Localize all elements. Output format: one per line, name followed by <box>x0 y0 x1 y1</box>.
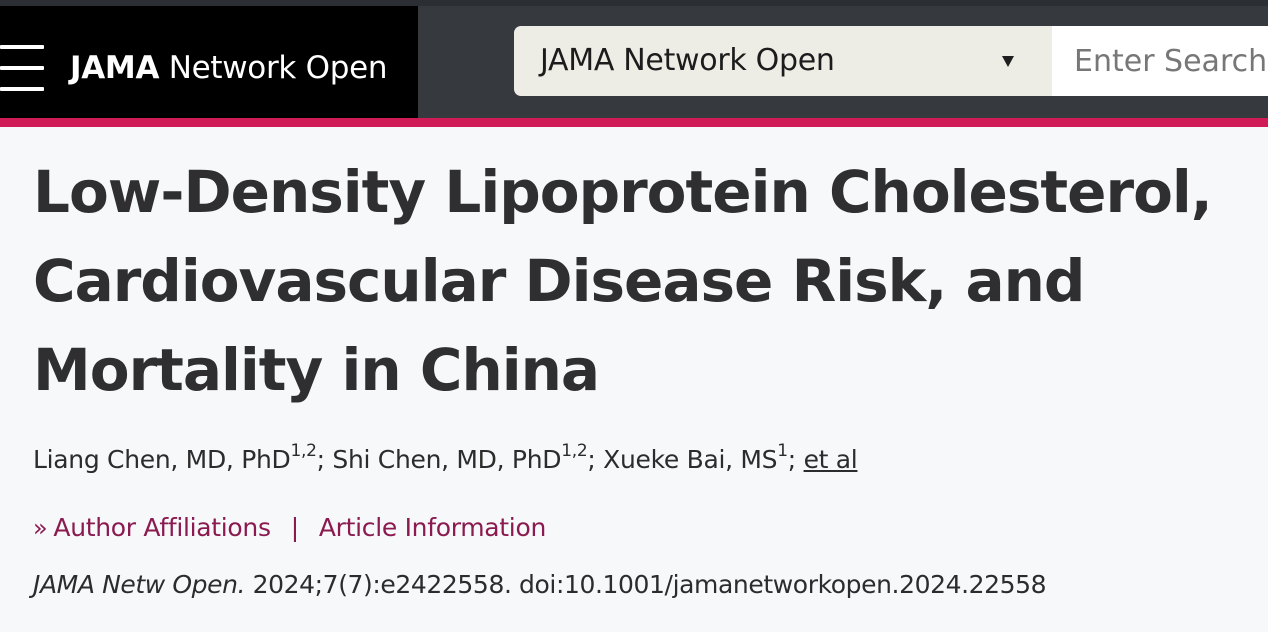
double-chevron-right-icon: » <box>33 514 48 542</box>
brand-rest: Network Open <box>159 50 388 86</box>
caret-down-icon <box>1002 56 1014 67</box>
author-name[interactable]: Shi Chen, MD, PhD <box>332 445 562 474</box>
header-top-edge <box>0 0 1268 6</box>
site-logo[interactable]: JAMA Network Open <box>70 45 388 91</box>
affiliation-marker[interactable]: 1,2 <box>290 441 317 461</box>
et-al-link[interactable]: et al <box>803 445 858 474</box>
citation-detail: 2024;7(7):e2422558. doi:10.1001/jamanetw… <box>245 570 1047 599</box>
menu-line <box>0 66 44 70</box>
article-information-link[interactable]: Article Information <box>318 513 546 542</box>
journal-select-value: JAMA Network Open <box>540 43 835 78</box>
site-header: JAMA Network Open JAMA Network Open <box>0 0 1268 118</box>
hamburger-menu-icon[interactable] <box>0 45 44 93</box>
links-separator: | <box>290 513 299 542</box>
brand-bold: JAMA <box>70 50 160 86</box>
affiliation-marker[interactable]: 1 <box>777 441 788 461</box>
search-input[interactable] <box>1052 26 1268 96</box>
citation-journal: JAMA Netw Open. <box>33 570 246 599</box>
accent-bar <box>0 118 1268 127</box>
citation: JAMA Netw Open. 2024;7(7):e2422558. doi:… <box>33 565 1047 605</box>
author-affiliations-label: Author Affiliations <box>53 513 271 542</box>
author-list: Liang Chen, MD, PhD1,2; Shi Chen, MD, Ph… <box>33 441 858 475</box>
author-affiliations-link[interactable]: » Author Affiliations <box>33 513 271 542</box>
author-name[interactable]: Xueke Bai, MS <box>603 445 778 474</box>
journal-select[interactable]: JAMA Network Open <box>514 26 1052 96</box>
menu-line <box>0 87 44 91</box>
brand-block: JAMA Network Open <box>0 6 418 118</box>
menu-line <box>0 45 44 49</box>
article-links: » Author Affiliations | Article Information <box>33 508 546 548</box>
affiliation-marker[interactable]: 1,2 <box>561 441 588 461</box>
author-name[interactable]: Liang Chen, MD, PhD <box>33 445 291 474</box>
article-title: Low-Density Lipoprotein Cholesterol, Car… <box>33 158 1213 404</box>
